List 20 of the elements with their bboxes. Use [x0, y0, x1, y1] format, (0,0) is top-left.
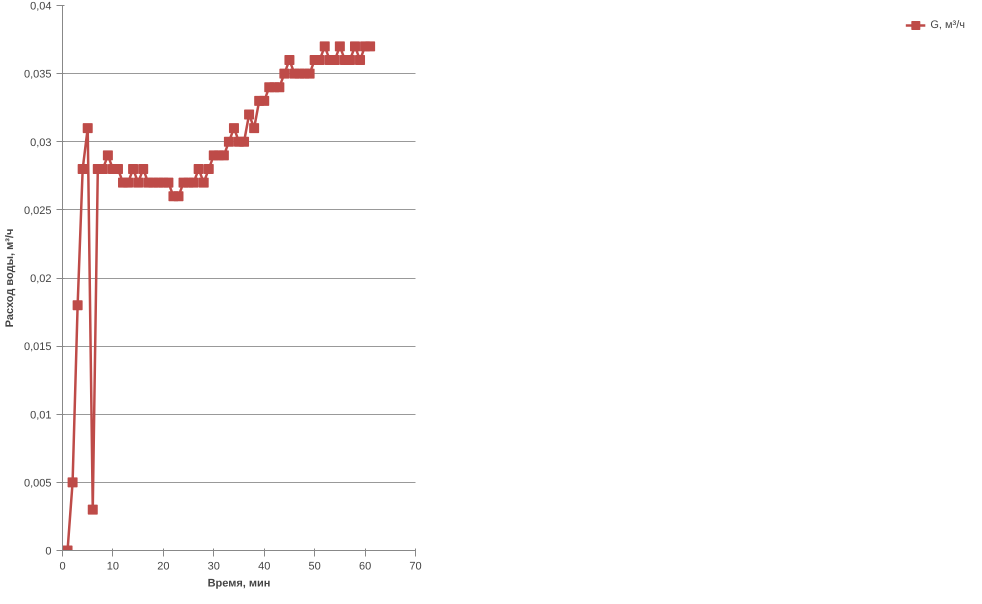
y-tick-label: 0,04 — [30, 0, 52, 12]
y-tick-label: 0 — [45, 546, 52, 558]
y-tick-label: 0,03 — [30, 136, 52, 149]
y-axis-title: Расход воды, м³/ч — [4, 228, 16, 328]
x-tick-label: 20 — [157, 560, 170, 572]
x-tick-label: 70 — [409, 560, 422, 572]
x-tick-label: 30 — [208, 560, 220, 572]
y-tick-label: 0,035 — [24, 68, 52, 81]
x-tick-label: 60 — [358, 560, 372, 572]
x-tick-label: 0 — [59, 560, 66, 572]
y-tick-label: 0,025 — [24, 204, 52, 217]
x-axis-title: Время, мин — [208, 578, 270, 590]
x-tick-label: 10 — [106, 560, 120, 572]
y-tick-label: 0,01 — [30, 409, 52, 422]
y-tick-label: 0,015 — [24, 341, 52, 354]
y-tick-label: 0,005 — [24, 477, 52, 490]
x-tick-label: 50 — [308, 560, 321, 572]
x-tick-label: 40 — [258, 560, 270, 572]
legend-label: G, м³/ч — [930, 19, 965, 31]
y-tick-label: 0,02 — [30, 273, 52, 285]
